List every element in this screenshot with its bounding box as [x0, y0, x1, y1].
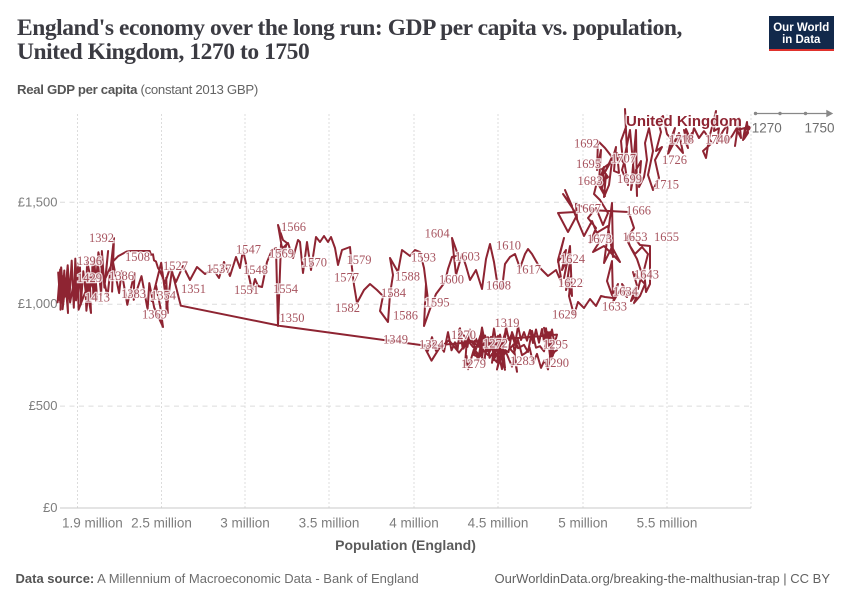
svg-text:1595: 1595: [425, 296, 450, 310]
svg-text:1295: 1295: [543, 338, 568, 352]
svg-text:1579: 1579: [347, 253, 372, 267]
svg-text:3.5 million: 3.5 million: [299, 516, 360, 531]
svg-text:1707: 1707: [611, 152, 636, 166]
svg-text:1692: 1692: [574, 137, 599, 151]
svg-text:1270: 1270: [451, 328, 476, 342]
svg-text:1584: 1584: [381, 286, 407, 300]
svg-text:1699: 1699: [617, 172, 642, 186]
svg-text:4 million: 4 million: [389, 516, 439, 531]
svg-text:1622: 1622: [558, 276, 583, 290]
svg-text:1695: 1695: [576, 157, 601, 171]
svg-text:1566: 1566: [281, 220, 306, 234]
svg-text:1537: 1537: [207, 262, 232, 276]
svg-text:1324: 1324: [419, 338, 445, 352]
svg-text:1290: 1290: [544, 356, 569, 370]
svg-text:£0: £0: [43, 500, 57, 515]
svg-text:1429: 1429: [77, 271, 102, 285]
svg-text:1570: 1570: [302, 256, 327, 270]
svg-text:1617: 1617: [516, 263, 541, 277]
svg-text:1666: 1666: [626, 204, 651, 218]
svg-text:1383: 1383: [121, 287, 146, 301]
svg-text:1643: 1643: [634, 268, 659, 282]
svg-text:1718: 1718: [669, 133, 694, 147]
svg-text:1586: 1586: [393, 309, 418, 323]
svg-text:2.5 million: 2.5 million: [131, 516, 192, 531]
svg-text:1279: 1279: [461, 357, 486, 371]
svg-text:£1,500: £1,500: [18, 194, 58, 209]
svg-text:United Kingdom: United Kingdom: [626, 113, 742, 130]
svg-text:5 million: 5 million: [558, 516, 608, 531]
svg-text:1283: 1283: [510, 354, 535, 368]
svg-text:1386: 1386: [109, 269, 134, 283]
svg-text:1527: 1527: [163, 259, 188, 273]
svg-text:1354: 1354: [151, 289, 177, 303]
svg-text:1604: 1604: [425, 227, 451, 241]
svg-text:1577: 1577: [334, 271, 359, 285]
svg-text:1603: 1603: [455, 250, 480, 264]
svg-text:3 million: 3 million: [220, 516, 270, 531]
svg-text:1588: 1588: [395, 270, 420, 284]
svg-text:1319: 1319: [495, 316, 520, 330]
svg-text:1610: 1610: [496, 239, 521, 253]
svg-text:1673: 1673: [587, 232, 612, 246]
svg-text:1551: 1551: [234, 283, 259, 297]
svg-text:1655: 1655: [654, 230, 679, 244]
svg-text:1740: 1740: [705, 133, 730, 147]
svg-text:1350: 1350: [280, 311, 305, 325]
svg-text:1667: 1667: [576, 202, 601, 216]
svg-text:1633: 1633: [602, 300, 627, 314]
svg-text:1547: 1547: [236, 243, 261, 257]
svg-text:1396: 1396: [77, 254, 102, 268]
svg-text:1715: 1715: [654, 178, 679, 192]
svg-text:4.5 million: 4.5 million: [468, 516, 529, 531]
svg-text:£1,000: £1,000: [18, 296, 58, 311]
svg-text:1582: 1582: [335, 301, 360, 315]
svg-text:1369: 1369: [142, 308, 167, 322]
svg-text:5.5 million: 5.5 million: [637, 516, 698, 531]
svg-text:1593: 1593: [411, 251, 436, 265]
svg-text:1351: 1351: [181, 282, 206, 296]
svg-text:1548: 1548: [243, 263, 268, 277]
svg-text:1683: 1683: [578, 174, 603, 188]
svg-text:1392: 1392: [89, 231, 114, 245]
svg-text:1413: 1413: [85, 291, 110, 305]
svg-text:1600: 1600: [439, 273, 464, 287]
svg-text:1272: 1272: [483, 337, 508, 351]
svg-text:1653: 1653: [623, 230, 648, 244]
svg-text:1569: 1569: [269, 247, 294, 261]
svg-text:1508: 1508: [125, 250, 150, 264]
svg-text:£500: £500: [29, 398, 58, 413]
svg-text:1554: 1554: [273, 282, 299, 296]
svg-text:1349: 1349: [383, 333, 408, 347]
svg-text:1270: 1270: [752, 121, 782, 136]
svg-text:1608: 1608: [486, 279, 511, 293]
svg-text:1750: 1750: [804, 121, 834, 136]
svg-text:1624: 1624: [560, 252, 586, 266]
svg-text:1629: 1629: [552, 308, 577, 322]
svg-text:1726: 1726: [662, 153, 687, 167]
svg-text:1.9 million: 1.9 million: [62, 516, 123, 531]
svg-text:1634: 1634: [613, 285, 639, 299]
